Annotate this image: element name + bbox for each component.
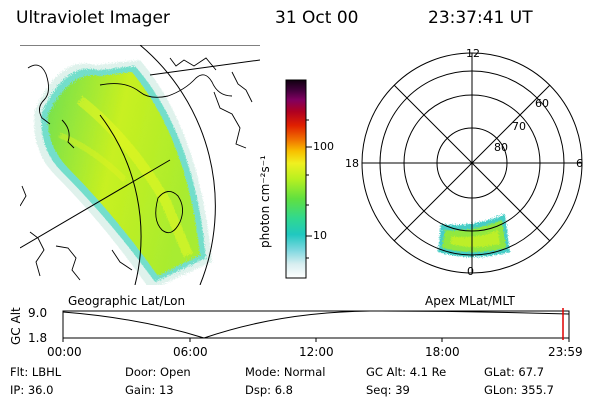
lat-label-80: 80 bbox=[494, 141, 508, 154]
mlt-label-0: 0 bbox=[467, 265, 474, 278]
apex-polar-plot bbox=[361, 52, 583, 274]
instrument-title: Ultraviolet Imager bbox=[16, 8, 170, 28]
geographic-image bbox=[20, 45, 260, 285]
apex-caption: Apex MLat/MLT bbox=[425, 294, 515, 308]
mlt-label-18: 18 bbox=[345, 157, 359, 170]
colorbar-scale bbox=[285, 79, 307, 279]
alt-xtick-0000: 00:00 bbox=[47, 345, 82, 359]
info-gain: Gain: 13 bbox=[125, 383, 174, 397]
colorbar-tick-10: 10 bbox=[313, 229, 327, 242]
info-flt: Flt: LBHL bbox=[10, 365, 62, 379]
mlt-label-6: 6 bbox=[576, 157, 583, 170]
info-gc-alt: GC Alt: 4.1 Re bbox=[366, 365, 447, 379]
info-glon: GLon: 355.7 bbox=[484, 383, 554, 397]
info-glat: GLat: 67.7 bbox=[484, 365, 545, 379]
alt-xtick-0600: 06:00 bbox=[173, 345, 208, 359]
colorbar-tick-100: 100 bbox=[313, 140, 334, 153]
alt-xtick-1800: 18:00 bbox=[425, 345, 460, 359]
geographic-caption: Geographic Lat/Lon bbox=[68, 294, 186, 308]
lat-label-70: 70 bbox=[512, 120, 526, 133]
colorbar-unit-label: photon cm⁻²s⁻¹ bbox=[258, 155, 272, 248]
alt-xtick-2359: 23:59 bbox=[548, 345, 583, 359]
mlt-label-12: 12 bbox=[466, 47, 480, 60]
alt-ylabel: GC Alt bbox=[9, 307, 23, 345]
time-label: 23:37:41 UT bbox=[428, 8, 533, 28]
alt-ytick-top: 9.0 bbox=[28, 306, 48, 320]
info-door: Door: Open bbox=[125, 365, 191, 379]
altitude-plot bbox=[62, 308, 570, 342]
alt-ytick-bottom: 1.8 bbox=[28, 331, 48, 345]
lat-label-60: 60 bbox=[535, 97, 549, 110]
info-dsp: Dsp: 6.8 bbox=[245, 383, 293, 397]
info-seq: Seq: 39 bbox=[366, 383, 410, 397]
date-label: 31 Oct 00 bbox=[275, 8, 359, 28]
info-mode: Mode: Normal bbox=[245, 365, 326, 379]
info-ip: IP: 36.0 bbox=[10, 383, 54, 397]
alt-xtick-1200: 12:00 bbox=[299, 345, 334, 359]
